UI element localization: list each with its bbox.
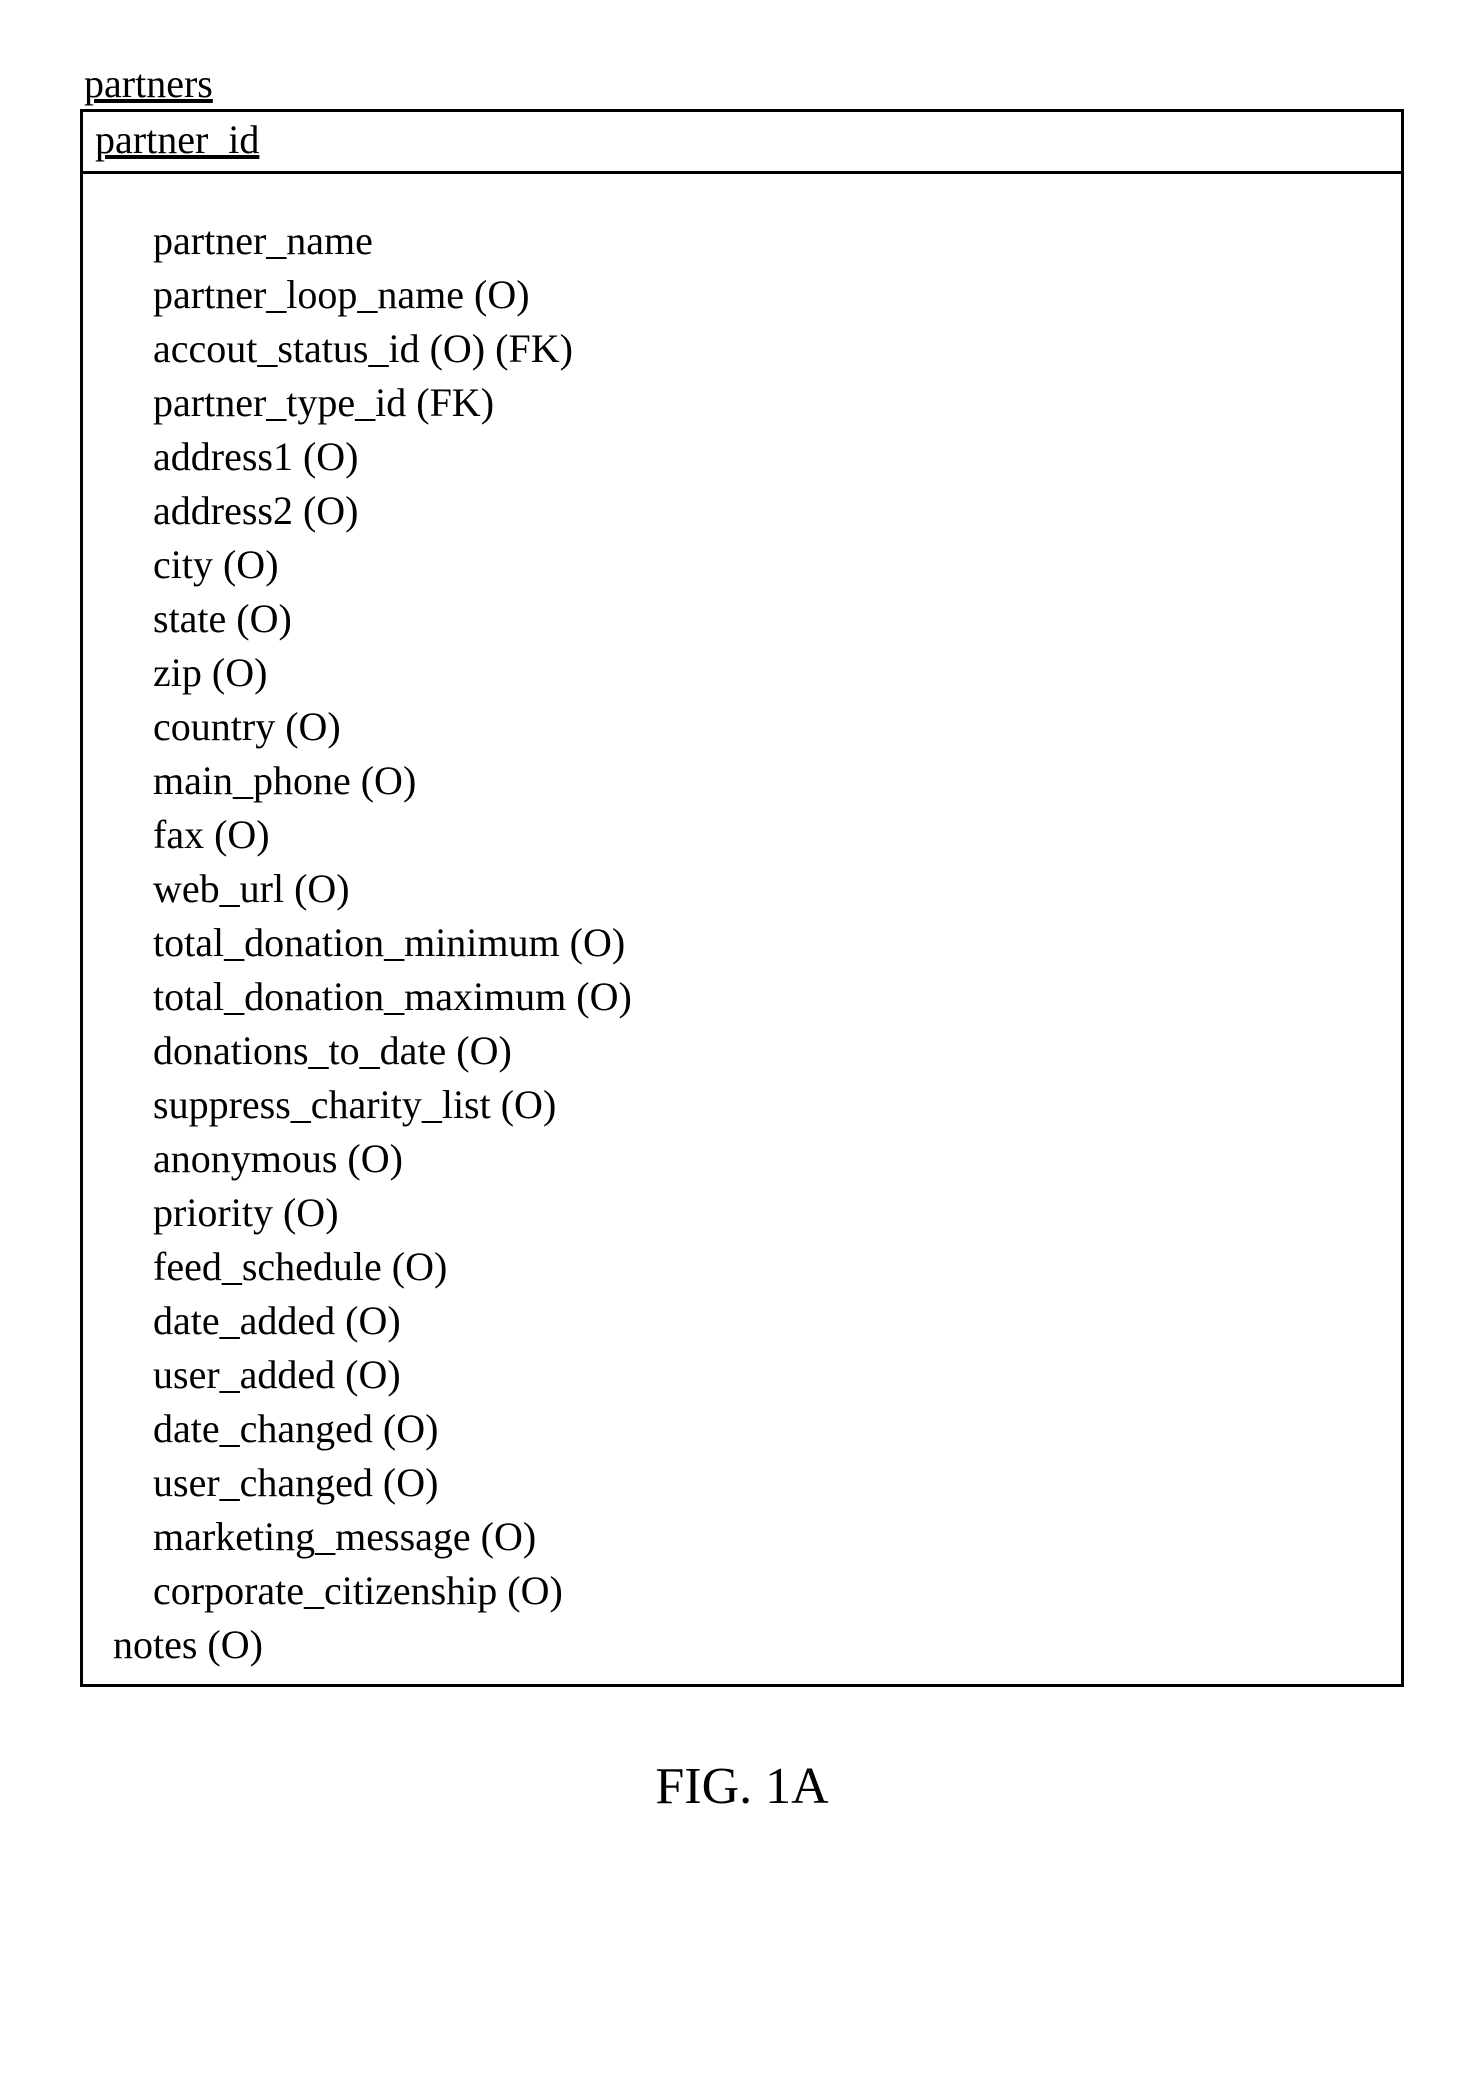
field-row: anonymous (O) [153, 1132, 1389, 1186]
field-row: partner_loop_name (O) [153, 268, 1389, 322]
field-row: state (O) [153, 592, 1389, 646]
field-row: donations_to_date (O) [153, 1024, 1389, 1078]
table-name: partners [80, 60, 1404, 107]
field-row: suppress_charity_list (O) [153, 1078, 1389, 1132]
fields-section: partner_namepartner_loop_name (O)accout_… [83, 174, 1401, 1684]
field-row: feed_schedule (O) [153, 1240, 1389, 1294]
field-row: partner_type_id (FK) [153, 376, 1389, 430]
field-row: zip (O) [153, 646, 1389, 700]
field-row: partner_name [153, 214, 1389, 268]
primary-key-section: partner_id [83, 112, 1401, 174]
field-row: city (O) [153, 538, 1389, 592]
field-row: web_url (O) [153, 862, 1389, 916]
field-row: total_donation_maximum (O) [153, 970, 1389, 1024]
field-row: user_changed (O) [153, 1456, 1389, 1510]
figure-caption: FIG. 1A [80, 1757, 1404, 1816]
field-row: main_phone (O) [153, 754, 1389, 808]
field-row: address2 (O) [153, 484, 1389, 538]
field-row: date_added (O) [153, 1294, 1389, 1348]
field-row: date_changed (O) [153, 1402, 1389, 1456]
field-row: address1 (O) [153, 430, 1389, 484]
field-row: accout_status_id (O) (FK) [153, 322, 1389, 376]
field-row: priority (O) [153, 1186, 1389, 1240]
field-row: corporate_citizenship (O) [153, 1564, 1389, 1618]
primary-key-field: partner_id [95, 116, 1389, 163]
field-row: user_added (O) [153, 1348, 1389, 1402]
field-row: total_donation_minimum (O) [153, 916, 1389, 970]
field-row: marketing_message (O) [153, 1510, 1389, 1564]
table-box: partner_id partner_namepartner_loop_name… [80, 109, 1404, 1687]
field-row: fax (O) [153, 808, 1389, 862]
field-row: notes (O) [113, 1618, 1389, 1672]
field-row: country (O) [153, 700, 1389, 754]
schema-diagram: partners partner_id partner_namepartner_… [80, 60, 1404, 1816]
